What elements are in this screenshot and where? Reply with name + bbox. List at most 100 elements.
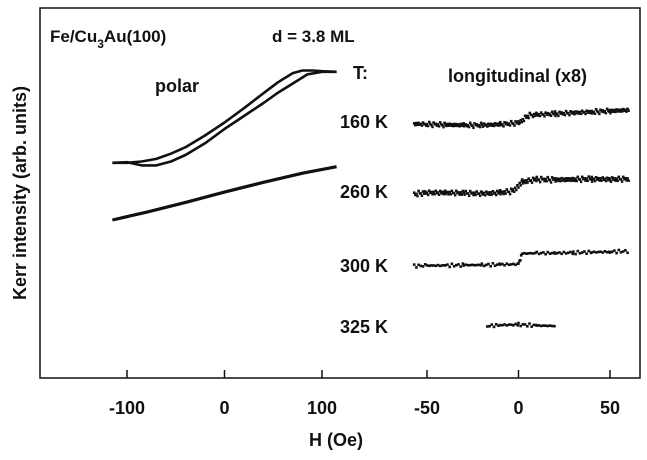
long-point	[505, 121, 509, 125]
polar-260k-curve	[112, 165, 337, 222]
long-point	[530, 325, 533, 328]
long-point	[546, 175, 550, 179]
long-point	[523, 179, 526, 182]
long-point-branch	[478, 194, 482, 198]
long-point	[556, 251, 559, 255]
long-point	[412, 263, 416, 266]
long-point-branch	[549, 114, 553, 117]
long-point-branch	[616, 179, 619, 183]
long-point	[490, 323, 494, 326]
long-point	[585, 177, 588, 180]
long-point	[438, 264, 442, 268]
long-point	[423, 190, 427, 193]
temp-label-260: 260 K	[340, 182, 388, 202]
long-point-branch	[535, 179, 538, 183]
long-point-branch	[627, 109, 630, 112]
long-point	[457, 263, 460, 266]
long-point	[438, 189, 442, 193]
long-point	[528, 322, 531, 325]
long-point-branch	[600, 179, 603, 182]
long-point	[601, 109, 604, 112]
long-point	[617, 175, 621, 179]
long-point	[450, 189, 454, 193]
long-point-branch	[575, 112, 578, 115]
long-point	[417, 189, 420, 193]
long-point	[564, 252, 568, 255]
long-point	[550, 110, 554, 114]
long-point-branch	[530, 181, 534, 184]
long-point	[519, 324, 522, 328]
long-point-branch	[502, 125, 505, 128]
long-point	[479, 121, 483, 125]
long-point-branch	[563, 179, 567, 183]
long-point	[464, 189, 468, 193]
long-point	[493, 264, 497, 267]
long-point	[412, 122, 416, 125]
long-point	[569, 110, 572, 113]
long-point	[567, 251, 570, 255]
long-point-branch	[604, 179, 608, 183]
long-point-branch	[451, 124, 455, 128]
long-point-branch	[526, 181, 529, 184]
long-point	[503, 121, 506, 124]
long-point	[468, 189, 472, 193]
long-point-branch	[609, 112, 612, 115]
long-point	[546, 111, 550, 115]
long-point	[444, 122, 447, 126]
long-point	[562, 250, 566, 254]
long-point	[519, 259, 522, 262]
long-point-branch	[586, 179, 589, 182]
long-point	[517, 262, 520, 265]
long-point	[489, 122, 492, 126]
long-point-branch	[508, 124, 512, 127]
long-point-branch	[620, 110, 624, 113]
long-point	[599, 108, 602, 112]
long-point-branch	[463, 193, 466, 196]
long-point	[619, 251, 623, 254]
long-point	[427, 264, 431, 268]
long-point	[576, 175, 580, 179]
long-point-branch	[568, 114, 571, 117]
long-point	[507, 190, 511, 194]
long-point	[477, 124, 481, 127]
long-point	[425, 191, 429, 194]
long-point	[615, 177, 618, 180]
temperature-header: T:	[353, 63, 368, 83]
long-point-branch	[512, 190, 516, 193]
long-point	[491, 262, 495, 265]
long-point	[539, 175, 543, 179]
long-point-branch	[519, 184, 522, 187]
long-point	[610, 176, 614, 179]
long-point	[477, 263, 481, 267]
long-point-branch	[607, 178, 610, 182]
long-point	[621, 107, 625, 111]
long-point	[493, 122, 497, 125]
long-point	[619, 178, 623, 181]
long-point	[486, 325, 489, 328]
long-point	[514, 263, 517, 267]
long-point	[462, 122, 465, 125]
long-point	[564, 109, 568, 113]
long-point	[520, 179, 524, 183]
long-point-branch	[420, 124, 424, 127]
long-point	[473, 264, 476, 267]
long-point	[432, 121, 435, 124]
long-point	[455, 263, 458, 267]
long-point	[436, 123, 440, 126]
long-point	[430, 190, 433, 194]
long-point	[482, 264, 486, 268]
long-point-branch	[543, 180, 546, 183]
long-point	[421, 265, 425, 268]
long-point	[466, 124, 470, 127]
long-point-branch	[426, 124, 430, 128]
long-point-branch	[555, 179, 558, 182]
long-point	[553, 324, 556, 328]
long-point	[539, 324, 543, 328]
long-point	[610, 108, 614, 112]
long-point-branch	[422, 192, 426, 195]
long-point	[482, 191, 486, 195]
long-point-branch	[513, 124, 516, 127]
long-point	[468, 121, 472, 125]
